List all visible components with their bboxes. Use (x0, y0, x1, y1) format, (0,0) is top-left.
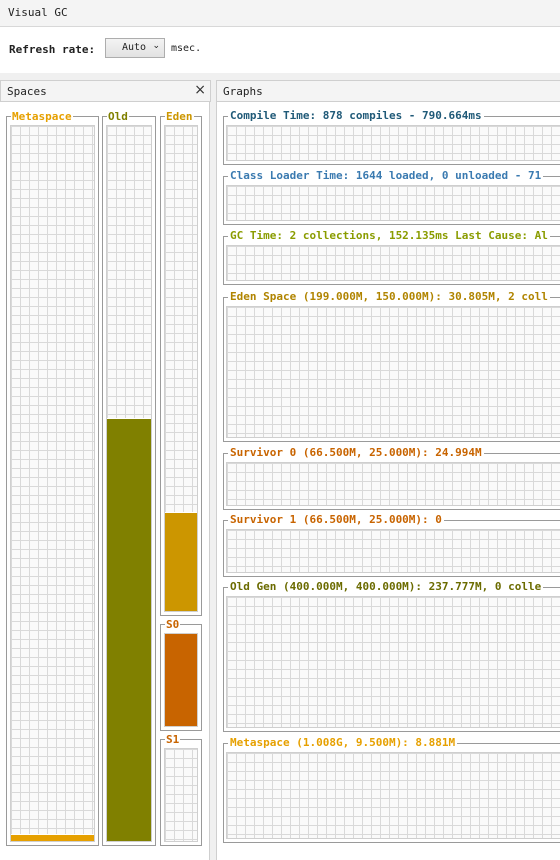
space-grid (106, 125, 152, 842)
space-label: Metaspace (11, 110, 73, 123)
graph-grid (226, 125, 560, 161)
space-usage-fill (165, 634, 197, 726)
toolbar: Refresh rate: Auto ⌄ msec. (0, 27, 560, 73)
space-eden: Eden (160, 111, 202, 616)
graph-old-gen: Old Gen (400.000M, 400.000M): 237.777M, … (223, 580, 560, 732)
space-label: S1 (165, 733, 181, 746)
refresh-rate-select[interactable]: Auto ⌄ (105, 38, 165, 58)
graph-title: Survivor 1 (66.500M, 25.000M): 0 (228, 513, 444, 527)
space-metaspace: Metaspace (6, 111, 99, 846)
space-usage-fill (165, 511, 197, 611)
space-label: S0 (165, 618, 181, 631)
space-grid (164, 748, 198, 842)
graph-title: Metaspace (1.008G, 9.500M): 8.881M (228, 736, 458, 750)
space-s0: S0 (160, 619, 202, 731)
graph-grid (226, 596, 560, 728)
window-title: Visual GC (8, 6, 68, 19)
space-usage-fill (11, 833, 94, 841)
graph-grid (226, 529, 560, 573)
refresh-rate-value: Auto (122, 42, 147, 53)
space-usage-fill (107, 418, 151, 841)
graph-title: Class Loader Time: 1644 loaded, 0 unload… (228, 169, 544, 183)
graphs-panel-title: Graphs (223, 85, 263, 98)
refresh-rate-unit: msec. (171, 43, 202, 54)
refresh-rate-label: Refresh rate: (9, 43, 96, 56)
graph-survivor-1: Survivor 1 (66.500M, 25.000M): 0 (223, 513, 560, 577)
graph-title: Old Gen (400.000M, 400.000M): 237.777M, … (228, 580, 544, 594)
spaces-panel-header: Spaces × (0, 80, 211, 102)
space-label: Eden (165, 110, 194, 123)
space-grid (164, 633, 198, 727)
graph-grid (226, 245, 560, 281)
spaces-panel-title: Spaces (7, 85, 47, 98)
space-old: Old (102, 111, 156, 846)
graph-title: Compile Time: 878 compiles - 790.664ms (228, 109, 484, 123)
space-grid (164, 125, 198, 612)
graph-grid (226, 306, 560, 438)
chevron-down-icon: ⌄ (152, 41, 160, 51)
space-s1: S1 (160, 734, 202, 846)
graphs-panel-header: Graphs (216, 80, 560, 102)
graph-title: Eden Space (199.000M, 150.000M): 30.805M… (228, 290, 550, 304)
graph-grid (226, 185, 560, 221)
space-grid (10, 125, 95, 842)
graph-grid (226, 752, 560, 839)
graph-class-loader-time: Class Loader Time: 1644 loaded, 0 unload… (223, 169, 560, 225)
space-label: Old (107, 110, 129, 123)
window-titlebar: Visual GC (0, 0, 560, 27)
graph-gc-time: GC Time: 2 collections, 152.135ms Last C… (223, 229, 560, 285)
graph-grid (226, 462, 560, 506)
graph-survivor-0: Survivor 0 (66.500M, 25.000M): 24.994M (223, 446, 560, 510)
graph-title: Survivor 0 (66.500M, 25.000M): 24.994M (228, 446, 484, 460)
close-icon[interactable]: × (194, 82, 206, 98)
graph-title: GC Time: 2 collections, 152.135ms Last C… (228, 229, 550, 243)
graph-metaspace: Metaspace (1.008G, 9.500M): 8.881M (223, 736, 560, 843)
graph-eden-space: Eden Space (199.000M, 150.000M): 30.805M… (223, 290, 560, 442)
graph-compile-time: Compile Time: 878 compiles - 790.664ms (223, 109, 560, 165)
